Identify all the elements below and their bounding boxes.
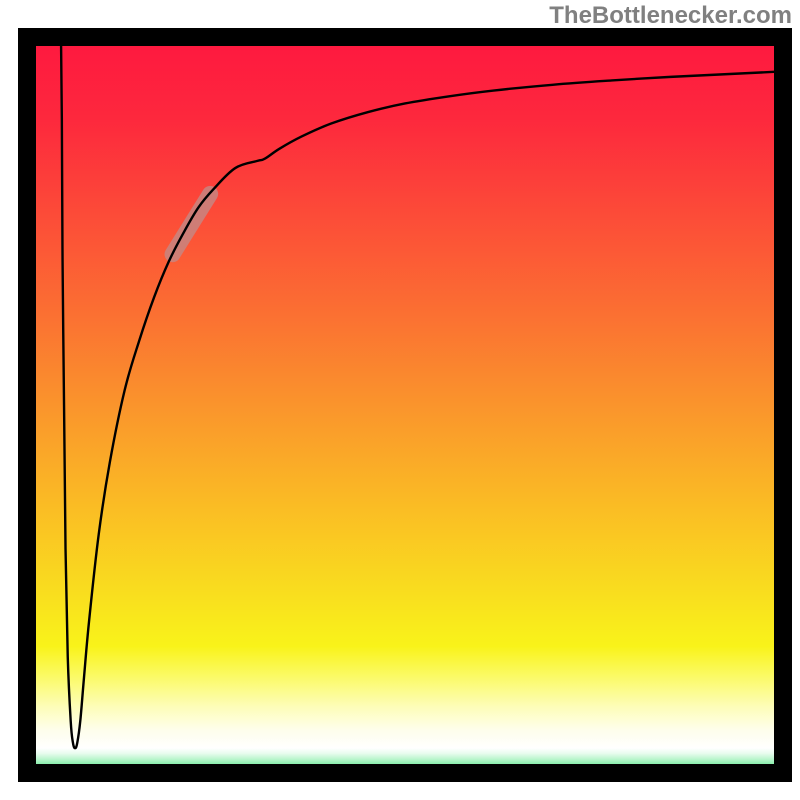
- chart-container: TheBottlenecker.com: [0, 0, 800, 800]
- attribution-watermark: TheBottlenecker.com: [549, 2, 792, 30]
- bottleneck-curve-chart: [0, 0, 800, 800]
- plot-background: [18, 28, 792, 782]
